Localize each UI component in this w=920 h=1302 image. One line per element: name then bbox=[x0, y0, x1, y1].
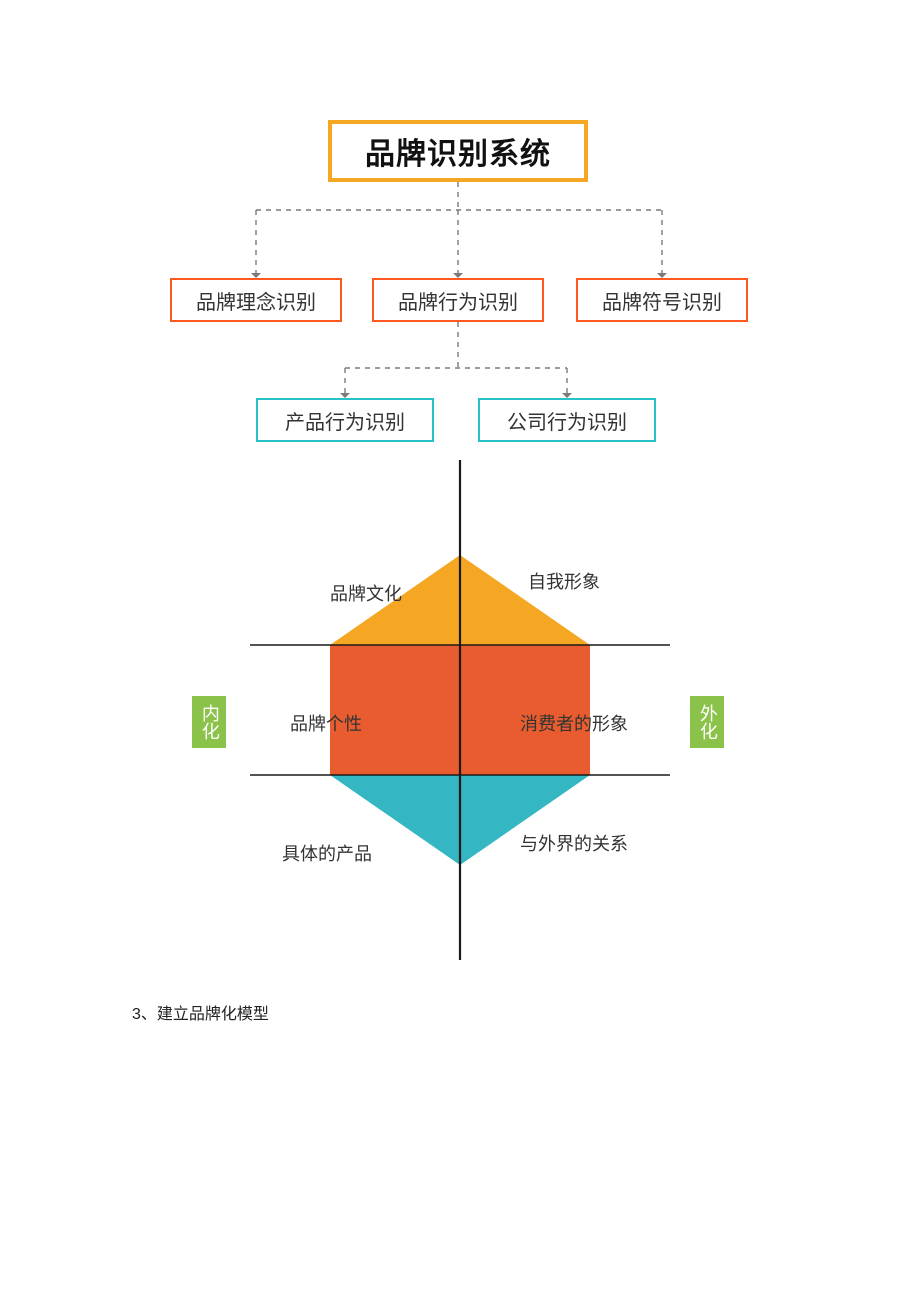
flowchart-level2-0: 产品行为识别 bbox=[256, 398, 434, 442]
flowchart-level1-0: 品牌理念识别 bbox=[170, 278, 342, 322]
hex-label-0: 品牌文化 bbox=[330, 580, 402, 606]
hex-label-1: 自我形象 bbox=[528, 568, 600, 594]
hex-label-3: 消费者的形象 bbox=[520, 710, 628, 736]
flowchart-level1-2: 品牌符号识别 bbox=[576, 278, 748, 322]
hex-label-2: 品牌个性 bbox=[290, 710, 362, 736]
hex-label-5: 与外界的关系 bbox=[520, 830, 628, 856]
flowchart-title: 品牌识别系统 bbox=[328, 120, 588, 182]
section-label: 3、建立品牌化模型 bbox=[132, 1000, 269, 1024]
flowchart-level2-1: 公司行为识别 bbox=[478, 398, 656, 442]
page-root: 品牌识别系统 品牌理念识别 品牌行为识别 品牌符号识别 产品行为识别 公司行为识… bbox=[0, 0, 920, 1302]
hex-label-4: 具体的产品 bbox=[282, 840, 372, 866]
badge-left: 内化 bbox=[192, 696, 226, 748]
badge-right: 外化 bbox=[690, 696, 724, 748]
flowchart-level1-1: 品牌行为识别 bbox=[372, 278, 544, 322]
